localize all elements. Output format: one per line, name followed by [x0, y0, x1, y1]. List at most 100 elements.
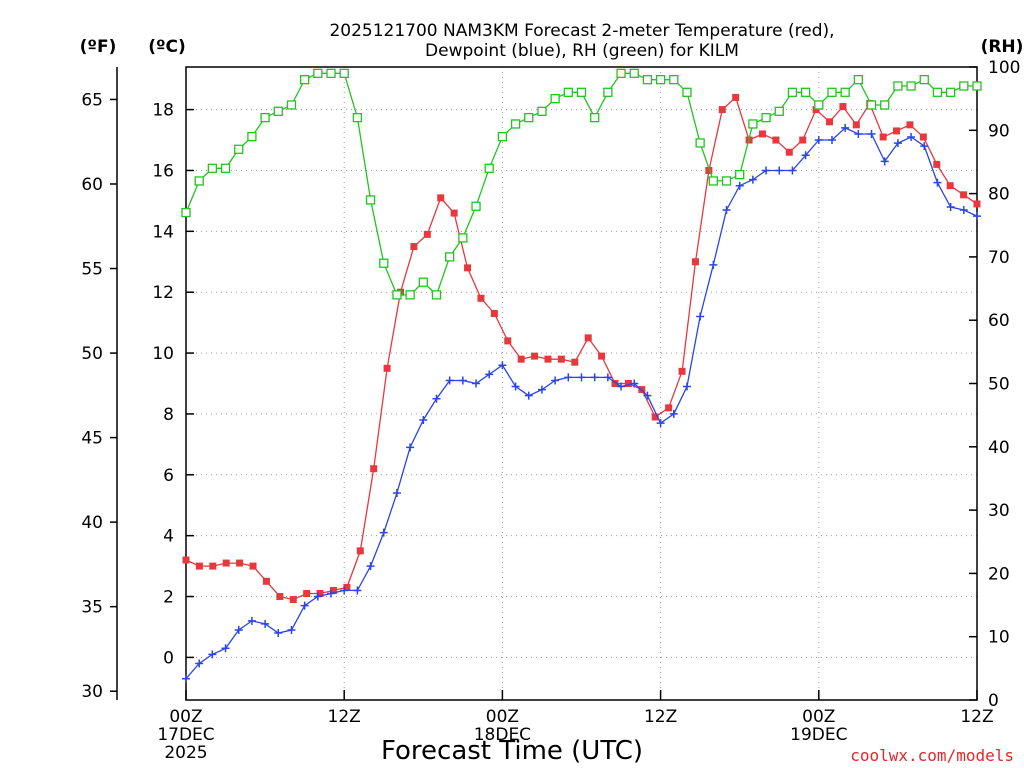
dewpoint-point — [946, 202, 955, 211]
temperature-point — [531, 352, 539, 360]
rh-tick-label: 10 — [988, 628, 1010, 648]
rh-point — [365, 195, 376, 205]
dewpoint-point — [682, 382, 691, 391]
rh-point — [524, 112, 534, 123]
dewpoint-point — [577, 373, 586, 382]
rh-point — [787, 87, 798, 97]
rh-point — [273, 106, 283, 116]
rh-point — [405, 290, 415, 300]
temperature-point — [289, 596, 297, 604]
dewpoint-point — [458, 376, 467, 385]
temperature-point — [598, 352, 606, 360]
rh-point — [207, 163, 218, 173]
rh-point — [814, 100, 824, 110]
x-tick-label: 12Z — [960, 707, 993, 727]
rh-point — [655, 75, 666, 85]
x-axis-title: Forecast Time (UTC) — [381, 736, 643, 766]
dewpoint-point — [656, 419, 665, 428]
temperature-point — [919, 133, 927, 141]
dewpoint-point — [221, 644, 230, 653]
temperature-point — [209, 562, 217, 570]
temperature-point — [195, 562, 203, 570]
rh-tick-label: 40 — [988, 438, 1010, 458]
credit-link[interactable]: coolwx.com/models — [850, 746, 1014, 765]
rh-tick-label: 0 — [988, 691, 999, 711]
dewpoint-point — [748, 175, 757, 184]
x-tick-label: 00Z — [486, 707, 519, 727]
rh-point — [392, 290, 402, 300]
temperature-point — [638, 386, 646, 394]
celsius-tick-label: 12 — [152, 283, 174, 303]
dewpoint-point — [827, 136, 836, 145]
celsius-tick-label: 6 — [163, 466, 174, 486]
fahrenheit-tick-label: 50 — [81, 344, 103, 364]
dewpoint-point — [617, 382, 626, 391]
rh-point — [616, 68, 626, 78]
temperature-point — [370, 465, 378, 473]
rh-point — [682, 87, 692, 97]
dewpoint-point — [669, 409, 678, 418]
rh-point — [234, 144, 244, 154]
rh-point — [932, 87, 943, 97]
dewpoint-point — [524, 391, 533, 400]
rh-point — [708, 176, 718, 186]
rh-point — [840, 87, 850, 97]
rh-point — [893, 81, 903, 91]
chart-title-line-1: 2025121700 NAM3KM Forecast 2-meter Tempe… — [329, 21, 834, 41]
temperature-series-line — [185, 96, 978, 601]
dewpoint-point — [353, 586, 362, 595]
rh-point — [590, 112, 600, 123]
x-tick-label: 12Z — [644, 707, 677, 727]
rh-point — [379, 258, 389, 268]
temperature-point — [651, 413, 659, 421]
rh-point — [431, 290, 442, 300]
temperature-point — [799, 136, 807, 144]
rh-point — [748, 119, 758, 129]
dewpoint-point — [419, 416, 428, 425]
rh-point — [721, 176, 732, 186]
temperature-point — [906, 121, 914, 129]
temperature-point — [960, 191, 968, 199]
temperature-point — [316, 589, 324, 597]
rh-tick-label: 100 — [988, 58, 1020, 78]
rh-point — [959, 81, 969, 91]
rh-point — [247, 131, 257, 142]
rh-point — [220, 163, 231, 173]
celsius-unit-label: (ºC) — [148, 37, 186, 57]
temperature-point — [772, 136, 780, 144]
temperature-point — [249, 562, 257, 570]
fahrenheit-tick-label: 45 — [81, 429, 103, 449]
x-tick-label: 00Z — [802, 707, 835, 727]
rh-point — [629, 68, 639, 78]
dewpoint-point — [274, 629, 283, 638]
dewpoint-point — [551, 376, 560, 385]
temperature-point — [571, 358, 579, 366]
temperature-point — [517, 355, 525, 363]
dewpoint-point — [564, 373, 573, 382]
series-layer — [181, 68, 982, 683]
dewpoint-point — [327, 589, 336, 598]
rh-point — [286, 100, 297, 110]
rh-tick-label: 20 — [988, 564, 1010, 584]
temperature-point — [182, 556, 190, 564]
dewpoint-point — [445, 376, 454, 385]
rh-point — [919, 75, 929, 85]
dewpoint-point — [195, 659, 204, 668]
dewpoint-point — [643, 391, 652, 400]
dewpoint-point — [472, 379, 481, 388]
dewpoint-point — [247, 616, 256, 625]
temperature-point — [584, 334, 592, 342]
temperature-point — [624, 380, 632, 387]
x-tick-label: 18DEC — [474, 725, 531, 745]
celsius-tick-label: 4 — [163, 527, 174, 547]
dewpoint-point — [261, 619, 270, 628]
celsius-tick-label: 10 — [152, 344, 174, 364]
rh-point — [484, 163, 494, 173]
dewpoint-point — [511, 382, 520, 391]
dewpoint-point — [893, 139, 902, 148]
rh-tick-label: 50 — [988, 375, 1010, 395]
temperature-point — [477, 294, 485, 302]
temperature-point — [879, 133, 887, 141]
